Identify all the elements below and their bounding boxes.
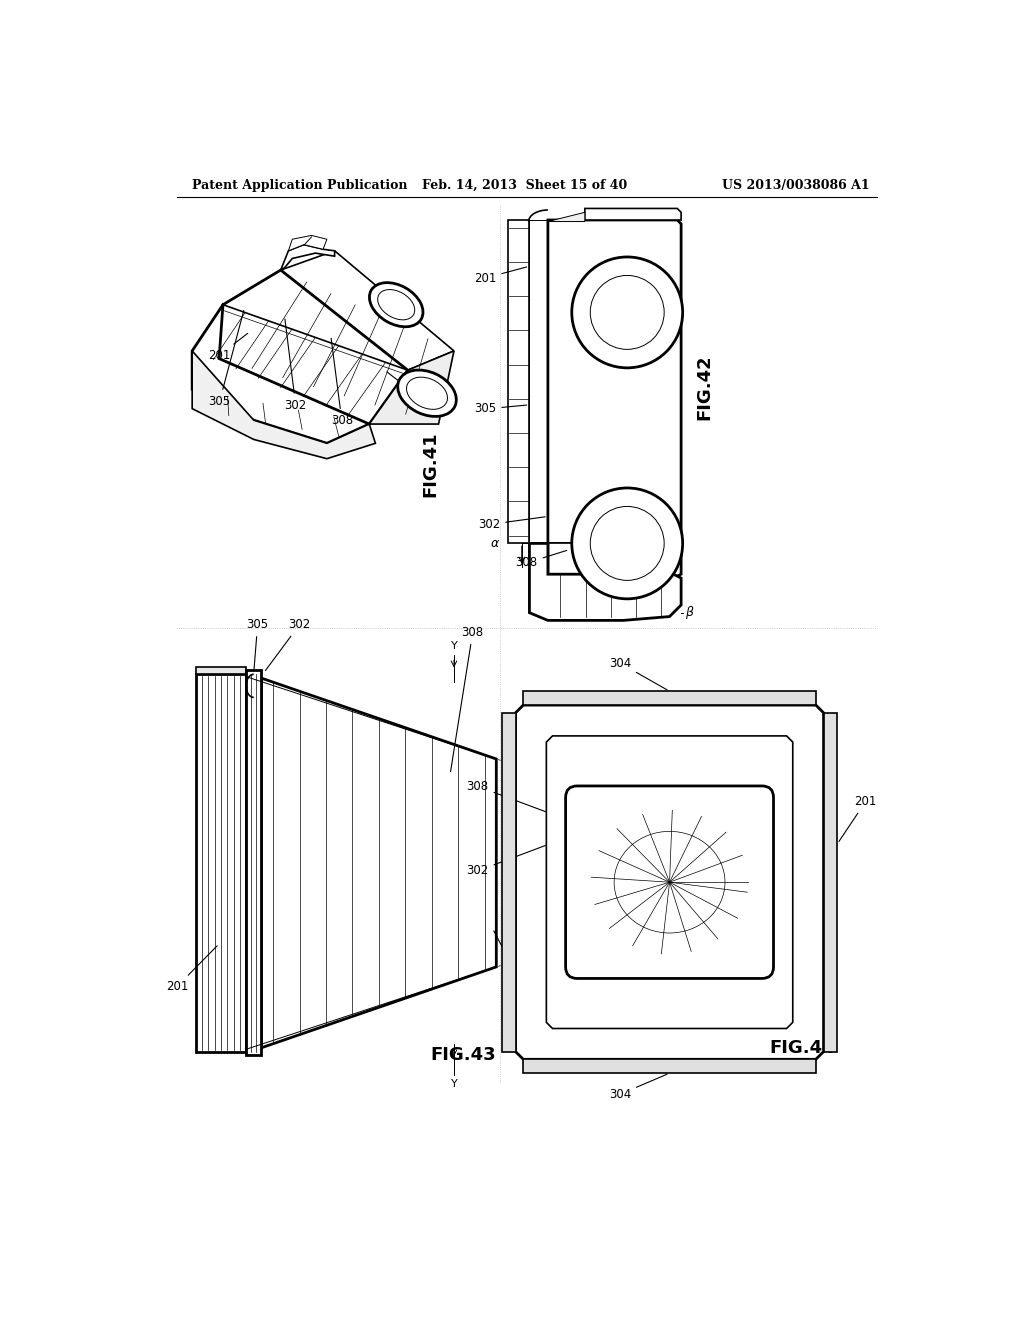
Text: 308: 308 <box>331 338 353 428</box>
Ellipse shape <box>370 282 423 327</box>
Circle shape <box>571 257 683 368</box>
Polygon shape <box>370 351 454 424</box>
Text: $\beta$: $\beta$ <box>685 605 694 622</box>
Polygon shape <box>196 667 246 675</box>
Text: 201: 201 <box>474 267 526 285</box>
Text: Y: Y <box>451 1078 458 1089</box>
Polygon shape <box>261 678 497 1048</box>
Text: Y: Y <box>451 642 458 651</box>
Text: 308: 308 <box>451 626 483 772</box>
Polygon shape <box>523 692 816 705</box>
Text: Patent Application Publication: Patent Application Publication <box>193 178 408 191</box>
Text: 304: 304 <box>609 656 668 690</box>
Polygon shape <box>196 675 246 1052</box>
Polygon shape <box>515 705 823 1059</box>
Polygon shape <box>529 544 681 620</box>
Polygon shape <box>585 209 681 220</box>
Text: 302: 302 <box>478 517 545 531</box>
Polygon shape <box>823 713 838 1052</box>
Text: FIG.43: FIG.43 <box>431 1047 497 1064</box>
Polygon shape <box>508 220 529 544</box>
Polygon shape <box>547 737 793 1028</box>
FancyBboxPatch shape <box>565 785 773 978</box>
Text: FIG.42: FIG.42 <box>695 355 713 420</box>
Text: 302: 302 <box>265 618 310 671</box>
Polygon shape <box>281 251 454 370</box>
Text: 201: 201 <box>208 334 248 362</box>
Circle shape <box>571 488 683 599</box>
Polygon shape <box>281 244 335 271</box>
Polygon shape <box>548 220 681 578</box>
Polygon shape <box>219 271 408 424</box>
Polygon shape <box>246 671 261 1056</box>
Text: 304: 304 <box>618 545 653 562</box>
Text: US 2013/0038086 A1: US 2013/0038086 A1 <box>722 178 869 191</box>
Text: 302: 302 <box>285 319 307 412</box>
Ellipse shape <box>397 370 457 416</box>
Text: 305: 305 <box>209 310 244 408</box>
Text: 304: 304 <box>494 931 530 985</box>
Polygon shape <box>193 351 376 459</box>
Polygon shape <box>502 713 515 1052</box>
Polygon shape <box>548 213 585 222</box>
Polygon shape <box>529 220 548 544</box>
Polygon shape <box>523 1059 816 1073</box>
Text: 302: 302 <box>466 845 548 878</box>
Polygon shape <box>289 235 327 251</box>
Text: 308: 308 <box>515 550 567 569</box>
Text: 308: 308 <box>467 780 567 820</box>
Text: 305: 305 <box>474 403 526 416</box>
Text: $\alpha$: $\alpha$ <box>490 537 500 550</box>
Text: Feb. 14, 2013  Sheet 15 of 40: Feb. 14, 2013 Sheet 15 of 40 <box>422 178 628 191</box>
Text: 304: 304 <box>387 372 426 400</box>
Polygon shape <box>193 305 408 444</box>
Text: FIG.44: FIG.44 <box>770 1039 836 1057</box>
Text: 201: 201 <box>839 795 877 841</box>
Text: 201: 201 <box>166 946 217 993</box>
Text: 304: 304 <box>609 1074 667 1101</box>
Text: FIG.41: FIG.41 <box>422 432 440 498</box>
Text: 305: 305 <box>247 618 268 671</box>
